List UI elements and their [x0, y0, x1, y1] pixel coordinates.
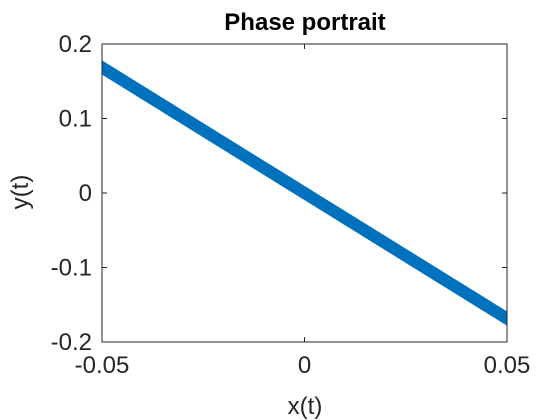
y-tick-label: -0.1	[51, 255, 92, 282]
y-tick-label: -0.2	[51, 329, 92, 356]
x-tick-label: 0	[298, 352, 311, 379]
series-line-0	[102, 60, 507, 326]
x-tick-label: 0.05	[484, 352, 531, 379]
axis-ticks: -0.05 0 0.05 -0.2 -0.1 0 0.1 0.2	[51, 31, 531, 379]
y-axis-label: y(t)	[7, 175, 34, 210]
chart-title: Phase portrait	[224, 9, 385, 36]
x-axis-label: x(t)	[288, 393, 323, 420]
x-tick-label: -0.05	[75, 352, 130, 379]
y-tick-label: 0.2	[59, 31, 92, 58]
y-tick-label: 0	[79, 180, 92, 207]
y-tick-label: 0.1	[59, 106, 92, 133]
plot-area	[101, 43, 508, 343]
